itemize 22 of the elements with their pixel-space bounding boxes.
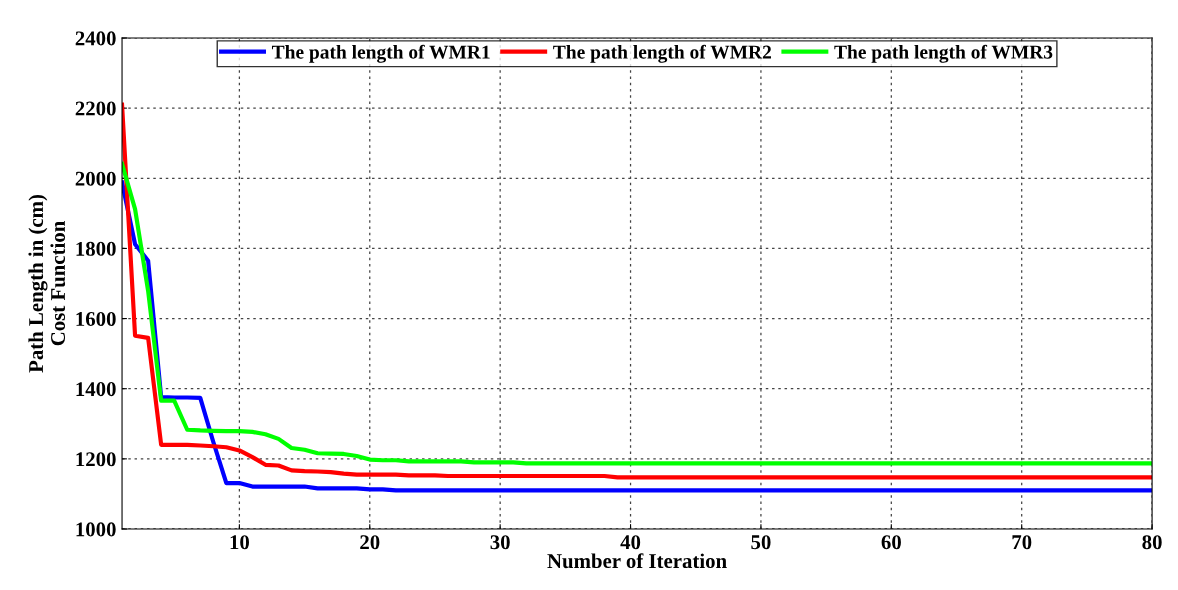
- x-tick-label: 60: [881, 535, 901, 550]
- y-tick-label: 2000: [75, 171, 116, 186]
- x-tick-label: 30: [490, 535, 510, 550]
- y-tick-label: 1800: [76, 241, 116, 256]
- legend-label: The path length of WMR1: [271, 44, 490, 63]
- x-tick-label: 10: [230, 535, 250, 550]
- y-tick-label: 1200: [76, 452, 116, 467]
- legend-label: The path length of WMR2: [553, 44, 771, 63]
- y-tick-label: 2400: [75, 31, 116, 46]
- y-tick-label: 1400: [76, 382, 116, 397]
- x-tick-label: 20: [360, 535, 380, 550]
- legend-label: The path length of WMR3: [834, 44, 1053, 63]
- x-tick-label: 70: [1012, 535, 1032, 550]
- x-tick-label: 80: [1142, 535, 1162, 550]
- y-tick-label: 1600: [76, 311, 116, 326]
- y-tick-label: 2200: [75, 101, 116, 116]
- y-axis-title: Path Length in (cm) Cost Function: [28, 195, 66, 373]
- x-axis-title: Number of Iteration: [547, 553, 727, 569]
- y-tick-label: 1000: [76, 522, 116, 537]
- x-tick-label: 50: [751, 535, 771, 550]
- line-series: [122, 102, 1153, 480]
- x-tick-label: 40: [620, 535, 641, 550]
